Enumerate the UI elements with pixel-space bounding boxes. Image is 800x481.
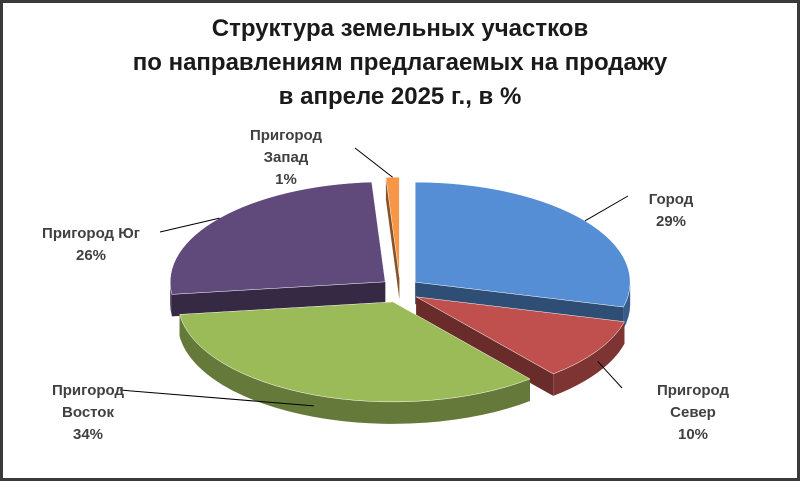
slice: [385, 176, 400, 278]
data-label: Пригород Юг 26%: [6, 223, 176, 267]
slice-wall: [553, 321, 625, 396]
leader-line: [597, 361, 623, 389]
category-label: Пригород Юг: [42, 225, 140, 242]
leader-line: [354, 147, 393, 178]
value-label: 26%: [75, 247, 107, 264]
pie-tops: [169, 176, 631, 403]
data-label: Город 29%: [586, 189, 756, 233]
slice-wall: [170, 281, 172, 317]
slice-wall: [179, 314, 530, 424]
value-label: 1%: [275, 171, 297, 188]
slice-wall: [623, 282, 631, 330]
value-label: 29%: [655, 213, 687, 230]
chart-title: Структура земельных участков: [212, 15, 588, 42]
data-label: Пригород Запад 1%: [231, 125, 341, 191]
leader-line: [584, 195, 629, 222]
chart: Структура земельных участков по направле…: [119, 15, 668, 424]
slice-face: [385, 177, 400, 300]
value-label: 10%: [677, 426, 709, 443]
category-label: Пригород Восток: [51, 382, 125, 421]
chart-title: по направлениям предлагаемых на продажу: [133, 49, 668, 76]
leader-line: [119, 389, 314, 407]
data-label: Пригород Восток 34%: [33, 380, 143, 446]
slice-face: [171, 281, 386, 317]
chart-title: в апреле 2025 г., в %: [279, 83, 522, 110]
category-label: Пригород Север: [656, 382, 730, 421]
leader-line: [159, 217, 220, 233]
slice: [416, 296, 625, 375]
slice-face: [416, 296, 554, 396]
slice: [414, 181, 631, 308]
leader-lines: [119, 147, 629, 407]
category-label: Пригород Запад: [249, 127, 323, 166]
slice: [179, 301, 531, 403]
value-label: 34%: [72, 426, 104, 443]
data-label: Пригород Север 10%: [638, 380, 748, 446]
slice: [169, 181, 386, 295]
category-label: Город: [648, 191, 694, 208]
